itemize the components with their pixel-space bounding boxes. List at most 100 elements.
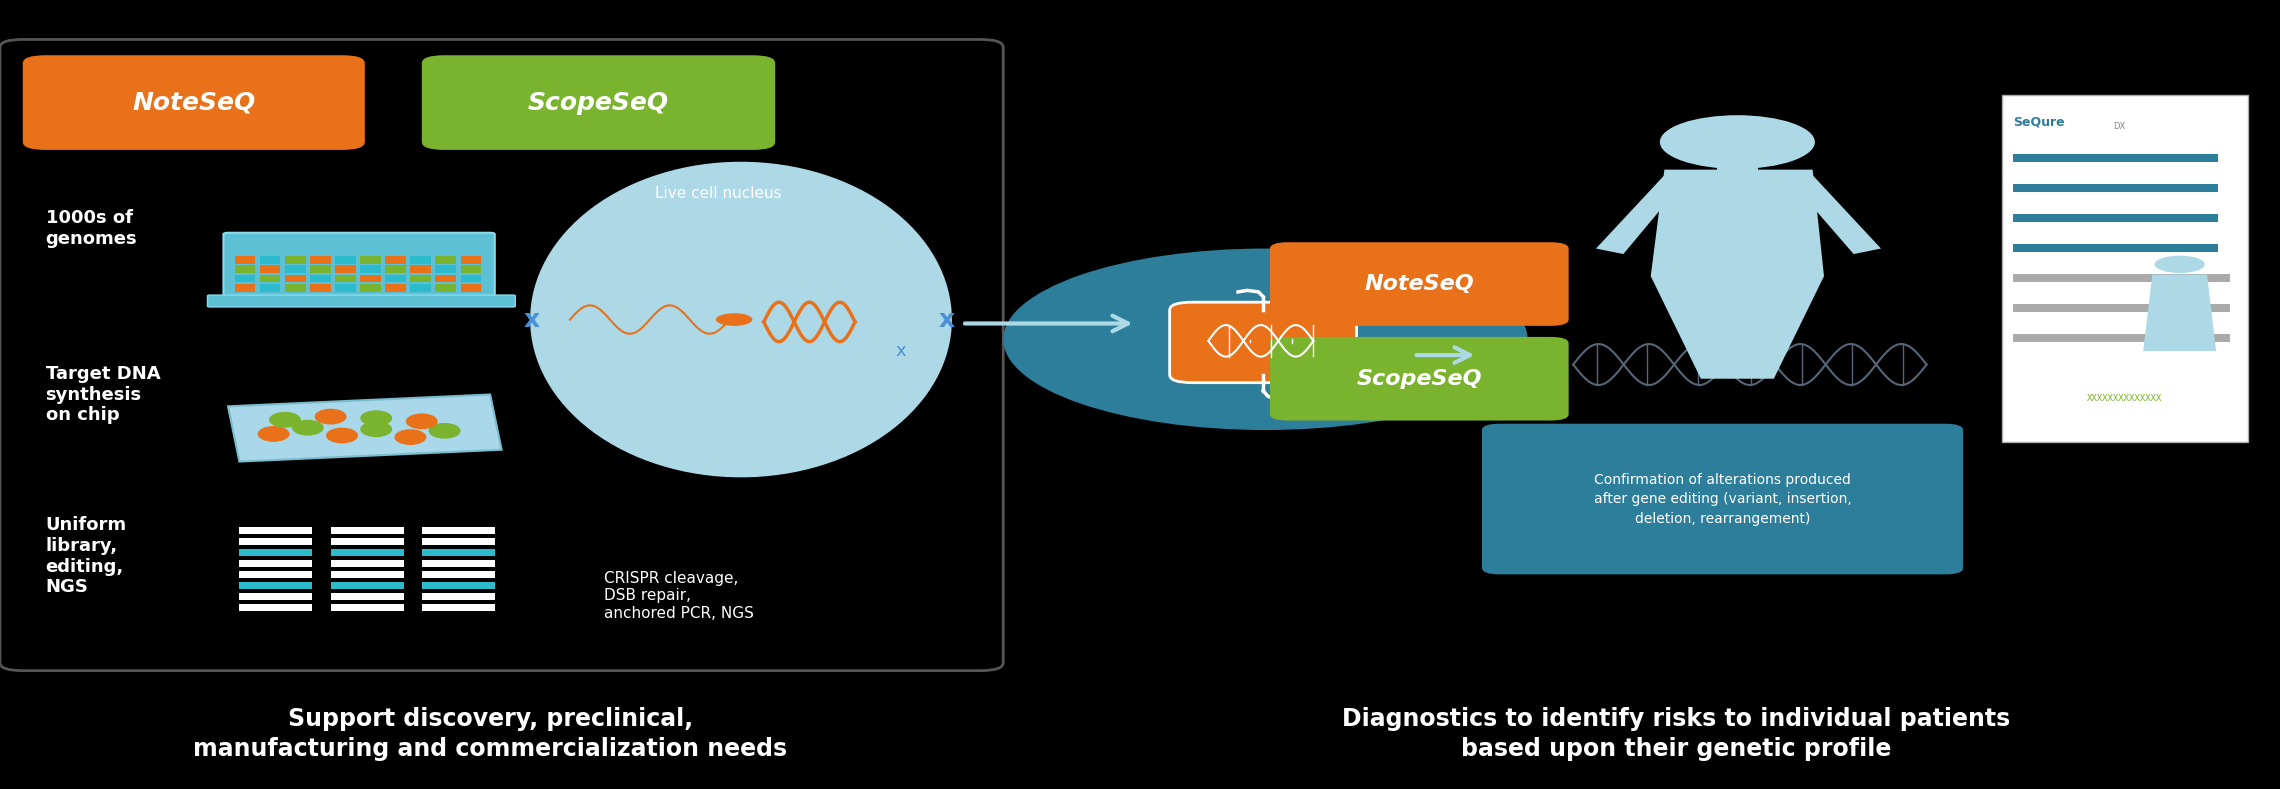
- Bar: [285, 256, 306, 264]
- Bar: [410, 275, 431, 282]
- Bar: [2013, 304, 2230, 312]
- Bar: [310, 265, 331, 273]
- Bar: [235, 275, 255, 282]
- Ellipse shape: [429, 423, 461, 439]
- Bar: [385, 284, 406, 292]
- Bar: [239, 549, 312, 556]
- Bar: [235, 256, 255, 264]
- FancyBboxPatch shape: [1170, 302, 1357, 383]
- Text: Diagnostics to identify risks to individual patients
based upon their genetic pr: Diagnostics to identify risks to individ…: [1341, 707, 2011, 761]
- Bar: [335, 256, 356, 264]
- Bar: [285, 265, 306, 273]
- Bar: [235, 265, 255, 273]
- Ellipse shape: [292, 420, 324, 436]
- Bar: [239, 560, 312, 567]
- Bar: [461, 265, 481, 273]
- Bar: [239, 582, 312, 589]
- FancyBboxPatch shape: [207, 295, 515, 307]
- Bar: [422, 538, 495, 545]
- Circle shape: [1003, 249, 1528, 430]
- Bar: [410, 265, 431, 273]
- Text: NoteSeQ: NoteSeQ: [132, 91, 255, 114]
- Text: 1000s of
genomes: 1000s of genomes: [46, 209, 137, 249]
- Bar: [2013, 274, 2230, 282]
- Bar: [360, 265, 381, 273]
- Bar: [422, 571, 495, 578]
- Bar: [239, 527, 312, 534]
- FancyBboxPatch shape: [1270, 242, 1569, 326]
- Bar: [435, 275, 456, 282]
- Bar: [385, 275, 406, 282]
- Bar: [422, 582, 495, 589]
- Ellipse shape: [406, 413, 438, 429]
- Bar: [260, 256, 280, 264]
- Bar: [260, 265, 280, 273]
- Text: Target DNA
synthesis
on chip: Target DNA synthesis on chip: [46, 365, 160, 424]
- Bar: [235, 284, 255, 292]
- Bar: [422, 604, 495, 611]
- Bar: [239, 538, 312, 545]
- Bar: [331, 560, 404, 567]
- Polygon shape: [1651, 170, 1824, 379]
- Circle shape: [1660, 115, 1815, 169]
- FancyBboxPatch shape: [2002, 95, 2248, 442]
- Text: NoteSeQ: NoteSeQ: [1363, 274, 1475, 294]
- Bar: [422, 560, 495, 567]
- Polygon shape: [1596, 175, 1683, 254]
- Bar: [435, 284, 456, 292]
- Bar: [435, 256, 456, 264]
- Ellipse shape: [394, 429, 426, 445]
- Bar: [335, 265, 356, 273]
- Ellipse shape: [258, 426, 290, 442]
- Bar: [2013, 244, 2218, 252]
- Text: x: x: [522, 308, 540, 331]
- Bar: [331, 538, 404, 545]
- Ellipse shape: [529, 162, 953, 477]
- FancyBboxPatch shape: [1270, 337, 1569, 421]
- Bar: [285, 275, 306, 282]
- Bar: [435, 265, 456, 273]
- Ellipse shape: [360, 421, 392, 437]
- Text: x: x: [937, 308, 955, 331]
- Ellipse shape: [326, 428, 358, 443]
- Ellipse shape: [269, 412, 301, 428]
- Text: x: x: [896, 342, 905, 360]
- Text: Confirmation of alterations produced
after gene editing (variant, insertion,
del: Confirmation of alterations produced aft…: [1594, 473, 1851, 525]
- Bar: [385, 265, 406, 273]
- Text: ScopeSeQ: ScopeSeQ: [529, 91, 668, 114]
- Bar: [410, 284, 431, 292]
- Bar: [360, 284, 381, 292]
- Text: XXXXXXXXXXXXXX: XXXXXXXXXXXXXX: [2086, 394, 2164, 403]
- Ellipse shape: [315, 409, 347, 424]
- Bar: [239, 604, 312, 611]
- Bar: [285, 284, 306, 292]
- Text: Live cell nucleus: Live cell nucleus: [654, 185, 782, 201]
- Bar: [260, 275, 280, 282]
- Bar: [461, 256, 481, 264]
- Polygon shape: [1792, 175, 1881, 254]
- Text: ScopeSeQ: ScopeSeQ: [1357, 368, 1482, 389]
- Bar: [2013, 154, 2218, 162]
- Bar: [422, 593, 495, 600]
- Circle shape: [2155, 256, 2205, 273]
- Bar: [310, 256, 331, 264]
- Text: Support discovery, preclinical,
manufacturing and commercialization needs: Support discovery, preclinical, manufact…: [194, 707, 787, 761]
- Bar: [331, 593, 404, 600]
- Text: Uniform
library,
editing,
NGS: Uniform library, editing, NGS: [46, 516, 128, 596]
- Bar: [239, 593, 312, 600]
- Bar: [2013, 334, 2230, 342]
- Bar: [331, 604, 404, 611]
- Ellipse shape: [360, 410, 392, 426]
- Bar: [410, 256, 431, 264]
- FancyBboxPatch shape: [223, 233, 495, 297]
- FancyBboxPatch shape: [23, 55, 365, 150]
- Bar: [310, 284, 331, 292]
- Text: SeQure: SeQure: [2013, 116, 2066, 129]
- FancyBboxPatch shape: [422, 55, 775, 150]
- FancyBboxPatch shape: [1482, 424, 1963, 574]
- Bar: [1717, 166, 1758, 172]
- Bar: [310, 275, 331, 282]
- Bar: [422, 527, 495, 534]
- Bar: [422, 549, 495, 556]
- Bar: [331, 571, 404, 578]
